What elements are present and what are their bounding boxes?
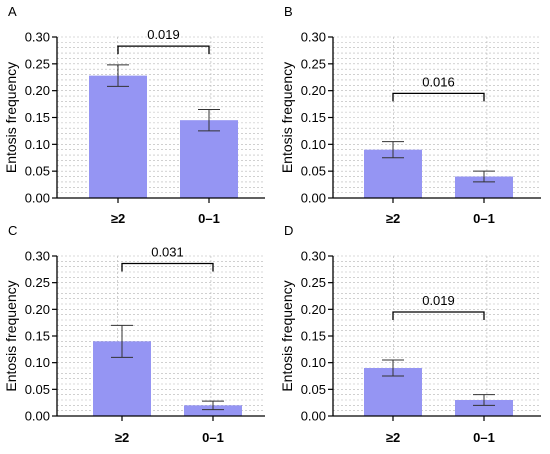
y-tick-label: 0.05 [301, 382, 326, 397]
x-tick-label: 0–1 [202, 430, 224, 445]
y-axis-label: Entosis frequency [3, 62, 19, 173]
significance-bracket: 0.019 [117, 27, 210, 55]
y-tick-label: 0.30 [301, 30, 326, 45]
error-bar [473, 394, 495, 406]
y-tick-label: 0.05 [25, 164, 50, 179]
y-tick-label: 0.20 [301, 302, 326, 317]
x-tick-label: 0–1 [473, 430, 495, 445]
y-tick-label: 0.20 [25, 302, 50, 317]
x-tick-label: 0–1 [198, 211, 220, 226]
y-tick-label: 0.15 [25, 110, 50, 125]
y-tick-label: 0.00 [301, 409, 326, 424]
error-bar [198, 108, 220, 132]
y-tick-label: 0.25 [25, 56, 50, 71]
y-tick-label: 0.00 [25, 409, 50, 424]
x-tick-label: 0–1 [473, 211, 495, 226]
y-tick-label: 0.20 [301, 83, 326, 98]
significance-bracket: 0.016 [392, 74, 485, 102]
y-tick-label: 0.00 [301, 191, 326, 206]
error-bar [382, 141, 404, 159]
error-bar [202, 400, 224, 411]
bar [455, 176, 513, 198]
significance-label: 0.031 [151, 244, 184, 259]
bar [184, 405, 242, 416]
y-tick-label: 0.15 [25, 329, 50, 344]
y-tick-label: 0.10 [301, 137, 326, 152]
y-tick-label: 0.25 [301, 275, 326, 290]
y-tick-label: 0.25 [25, 275, 50, 290]
y-tick-label: 0.05 [25, 382, 50, 397]
chart-panel-d: D 0.00 0.05 0.10 0.15 0.20 0.25 0.30 ≥2 0–1 Entosi… [279, 223, 541, 445]
y-tick-label: 0.10 [25, 137, 50, 152]
y-tick-label: 0.15 [301, 110, 326, 125]
x-tick-label: ≥2 [386, 211, 400, 226]
x-tick-label: ≥2 [111, 211, 125, 226]
panel-label: C [8, 223, 17, 238]
y-tick-label: 0.10 [25, 355, 50, 370]
y-tick-label: 0.30 [301, 249, 326, 264]
significance-label: 0.019 [422, 293, 455, 308]
bar [180, 120, 238, 198]
error-bar [111, 324, 133, 358]
y-tick-label: 0.00 [25, 191, 50, 206]
significance-bracket: 0.031 [121, 244, 214, 272]
error-bar [473, 170, 495, 183]
y-tick-label: 0.15 [301, 329, 326, 344]
y-tick-label: 0.30 [25, 249, 50, 264]
panel-label: B [284, 4, 293, 19]
panel-label: A [8, 4, 17, 19]
chart-panel-b: B 0.00 0.05 0.10 0.15 0.20 0.25 0.30 ≥2 0–1 Entosi… [279, 4, 541, 226]
y-tick-label: 0.05 [301, 164, 326, 179]
y-tick-label: 0.25 [301, 56, 326, 71]
y-axis-label: Entosis frequency [3, 280, 19, 391]
bar [455, 400, 513, 416]
significance-label: 0.016 [422, 74, 455, 89]
x-tick-label: ≥2 [115, 430, 129, 445]
panel-label: D [284, 223, 293, 238]
chart-panel-c: C 0.00 0.05 0.10 0.15 0.20 0.25 0.30 ≥2 0–1 Entosi… [3, 223, 265, 445]
error-bar [382, 359, 404, 377]
bar [89, 75, 147, 198]
significance-bracket: 0.019 [392, 293, 485, 320]
y-axis-label: Entosis frequency [279, 62, 295, 173]
y-tick-label: 0.30 [25, 30, 50, 45]
error-bar [107, 64, 129, 87]
y-tick-label: 0.20 [25, 83, 50, 98]
chart-panel-a: A 0.00 0.05 0.10 0.15 0.20 0.25 0.30 ≥2 0–1 Entosi… [3, 4, 265, 226]
y-tick-label: 0.10 [301, 355, 326, 370]
significance-label: 0.019 [147, 27, 180, 42]
y-axis-label: Entosis frequency [279, 280, 295, 391]
x-tick-label: ≥2 [386, 430, 400, 445]
